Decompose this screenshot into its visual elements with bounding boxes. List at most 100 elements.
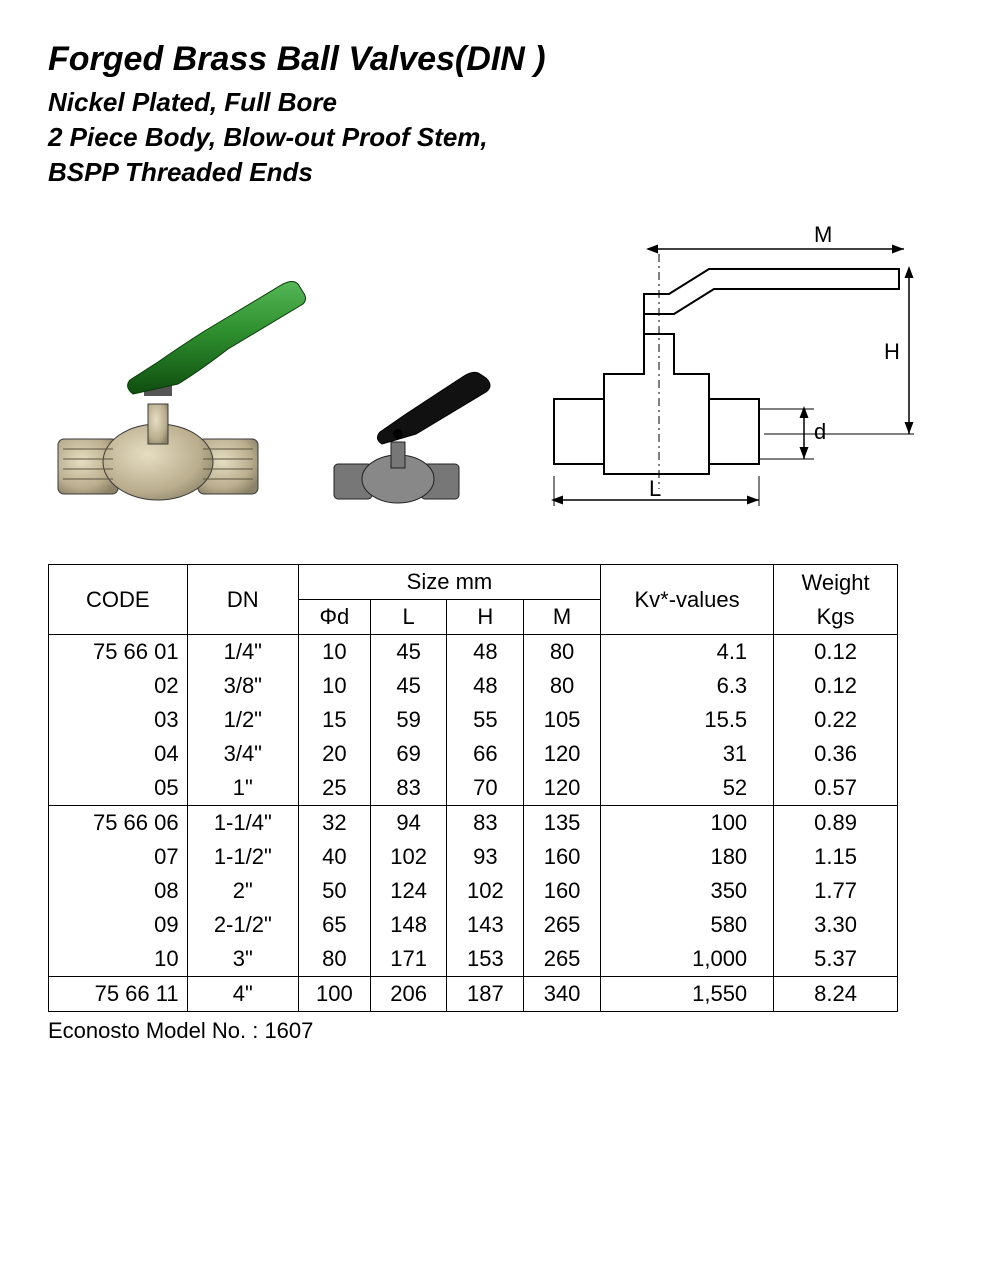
cell-h: 83 bbox=[447, 806, 524, 841]
subtitle-line: Nickel Plated, Full Bore bbox=[48, 87, 337, 117]
cell-l: 124 bbox=[370, 874, 447, 908]
col-size-group: Size mm bbox=[298, 565, 600, 600]
cell-m: 265 bbox=[524, 908, 601, 942]
cell-code: 03 bbox=[49, 703, 188, 737]
valve-large-icon bbox=[48, 254, 308, 514]
table-row: 103"801711532651,0005.37 bbox=[49, 942, 898, 977]
cell-dn: 2" bbox=[187, 874, 298, 908]
dim-label-d: d bbox=[814, 419, 826, 444]
col-dn: DN bbox=[187, 565, 298, 635]
cell-m: 340 bbox=[524, 977, 601, 1012]
valve-small-icon bbox=[326, 364, 496, 514]
cell-dn: 4" bbox=[187, 977, 298, 1012]
cell-code: 09 bbox=[49, 908, 188, 942]
dim-label-l: L bbox=[649, 476, 661, 501]
cell-phid: 25 bbox=[298, 771, 370, 806]
cell-kv: 580 bbox=[600, 908, 773, 942]
cell-h: 143 bbox=[447, 908, 524, 942]
cell-dn: 1-1/4" bbox=[187, 806, 298, 841]
dimension-diagram: M H d L bbox=[514, 214, 914, 514]
cell-phid: 40 bbox=[298, 840, 370, 874]
cell-weight: 3.30 bbox=[774, 908, 898, 942]
valve-photo-small bbox=[326, 364, 496, 514]
cell-h: 48 bbox=[447, 635, 524, 670]
cell-phid: 10 bbox=[298, 635, 370, 670]
cell-m: 80 bbox=[524, 669, 601, 703]
cell-h: 187 bbox=[447, 977, 524, 1012]
cell-code: 08 bbox=[49, 874, 188, 908]
cell-kv: 52 bbox=[600, 771, 773, 806]
cell-l: 148 bbox=[370, 908, 447, 942]
table-body: 75 66 011/4"104548804.10.12023/8"1045488… bbox=[49, 635, 898, 1012]
cell-phid: 50 bbox=[298, 874, 370, 908]
cell-dn: 3/4" bbox=[187, 737, 298, 771]
cell-h: 102 bbox=[447, 874, 524, 908]
cell-l: 94 bbox=[370, 806, 447, 841]
cell-dn: 1" bbox=[187, 771, 298, 806]
cell-dn: 1-1/2" bbox=[187, 840, 298, 874]
cell-weight: 0.12 bbox=[774, 669, 898, 703]
cell-l: 45 bbox=[370, 669, 447, 703]
cell-h: 153 bbox=[447, 942, 524, 977]
cell-code: 05 bbox=[49, 771, 188, 806]
col-code: CODE bbox=[49, 565, 188, 635]
cell-kv: 15.5 bbox=[600, 703, 773, 737]
cell-h: 93 bbox=[447, 840, 524, 874]
cell-kv: 1,550 bbox=[600, 977, 773, 1012]
table-row: 082"501241021603501.77 bbox=[49, 874, 898, 908]
cell-weight: 1.15 bbox=[774, 840, 898, 874]
subtitle-line: BSPP Threaded Ends bbox=[48, 157, 313, 187]
valve-photo-large bbox=[48, 254, 308, 514]
cell-l: 206 bbox=[370, 977, 447, 1012]
cell-weight: 5.37 bbox=[774, 942, 898, 977]
page-title: Forged Brass Ball Valves(DIN ) bbox=[48, 40, 942, 79]
cell-code: 75 66 01 bbox=[49, 635, 188, 670]
cell-dn: 3/8" bbox=[187, 669, 298, 703]
table-row: 75 66 011/4"104548804.10.12 bbox=[49, 635, 898, 670]
cell-l: 83 bbox=[370, 771, 447, 806]
cell-h: 55 bbox=[447, 703, 524, 737]
cell-m: 105 bbox=[524, 703, 601, 737]
col-kv: Kv*-values bbox=[600, 565, 773, 635]
cell-phid: 32 bbox=[298, 806, 370, 841]
col-l: L bbox=[370, 600, 447, 635]
cell-l: 59 bbox=[370, 703, 447, 737]
cell-code: 04 bbox=[49, 737, 188, 771]
page-subtitle: Nickel Plated, Full Bore 2 Piece Body, B… bbox=[48, 85, 942, 190]
cell-weight: 1.77 bbox=[774, 874, 898, 908]
cell-phid: 15 bbox=[298, 703, 370, 737]
cell-dn: 2-1/2" bbox=[187, 908, 298, 942]
cell-code: 10 bbox=[49, 942, 188, 977]
cell-weight: 0.89 bbox=[774, 806, 898, 841]
cell-m: 135 bbox=[524, 806, 601, 841]
cell-m: 265 bbox=[524, 942, 601, 977]
cell-m: 160 bbox=[524, 840, 601, 874]
cell-l: 69 bbox=[370, 737, 447, 771]
table-row: 75 66 114"1002061873401,5508.24 bbox=[49, 977, 898, 1012]
footer-model: Econosto Model No. : 1607 bbox=[48, 1018, 942, 1044]
col-m: M bbox=[524, 600, 601, 635]
cell-phid: 100 bbox=[298, 977, 370, 1012]
cell-phid: 10 bbox=[298, 669, 370, 703]
table-row: 043/4"206966120310.36 bbox=[49, 737, 898, 771]
cell-l: 171 bbox=[370, 942, 447, 977]
cell-dn: 3" bbox=[187, 942, 298, 977]
table-row: 071-1/2"40102931601801.15 bbox=[49, 840, 898, 874]
cell-l: 45 bbox=[370, 635, 447, 670]
cell-kv: 350 bbox=[600, 874, 773, 908]
cell-phid: 80 bbox=[298, 942, 370, 977]
cell-h: 66 bbox=[447, 737, 524, 771]
cell-weight: 0.57 bbox=[774, 771, 898, 806]
cell-m: 80 bbox=[524, 635, 601, 670]
table-row: 092-1/2"651481432655803.30 bbox=[49, 908, 898, 942]
dim-label-m: M bbox=[814, 222, 832, 247]
table-row: 031/2"15595510515.50.22 bbox=[49, 703, 898, 737]
dimension-diagram-icon: M H d L bbox=[514, 214, 914, 514]
cell-kv: 6.3 bbox=[600, 669, 773, 703]
cell-phid: 20 bbox=[298, 737, 370, 771]
subtitle-line: 2 Piece Body, Blow-out Proof Stem, bbox=[48, 122, 488, 152]
cell-weight: 0.22 bbox=[774, 703, 898, 737]
cell-m: 120 bbox=[524, 737, 601, 771]
cell-m: 120 bbox=[524, 771, 601, 806]
cell-h: 70 bbox=[447, 771, 524, 806]
